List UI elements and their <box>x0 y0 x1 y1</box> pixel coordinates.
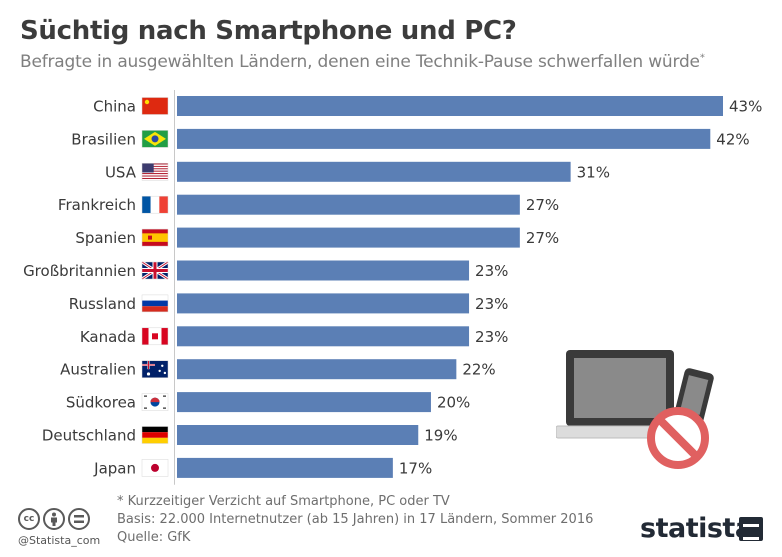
flag-germany-icon <box>141 426 169 444</box>
flag-brazil-icon <box>141 130 169 148</box>
flag-australia-icon <box>141 360 169 378</box>
bar <box>177 227 520 248</box>
flag-south-korea-icon <box>141 393 169 411</box>
laptop-screen <box>574 358 666 418</box>
value-label: 43% <box>729 98 762 116</box>
category-label: USA <box>105 163 137 181</box>
equals-icon <box>74 515 84 523</box>
chart-title: Süchtig nach Smartphone und PC? <box>20 16 517 46</box>
bar <box>177 161 571 182</box>
flag-china-icon <box>141 97 169 115</box>
bar-chart: China 43% Brasilien 42% USA 31% Frankreich 27% S… <box>23 90 762 485</box>
bar <box>177 293 470 314</box>
statista-handle[interactable]: @Statista_com <box>18 534 101 547</box>
bar <box>177 326 470 347</box>
category-label: Südkorea <box>66 394 136 412</box>
bar <box>177 194 520 215</box>
category-label: China <box>93 98 136 116</box>
statista-logo-icon <box>739 517 763 541</box>
statista-logo-text: statista <box>640 513 753 544</box>
flag-france-icon <box>141 195 169 214</box>
category-label: Großbritannien <box>23 262 136 280</box>
flag-canada-icon <box>141 327 169 346</box>
value-label: 23% <box>475 262 508 280</box>
phone-screen <box>680 375 709 415</box>
no-derivatives-icon <box>68 508 90 530</box>
category-label: Deutschland <box>42 427 136 445</box>
creative-commons-icons: cc <box>18 508 90 530</box>
value-label: 20% <box>437 394 470 412</box>
category-label: Australien <box>60 361 136 379</box>
value-label: 27% <box>526 196 559 214</box>
bar <box>177 128 711 149</box>
category-label: Japan <box>93 459 136 477</box>
subtitle-text: Befragte in ausgewählten Ländern, denen … <box>20 52 700 72</box>
footnote: * Kurzzeitiger Verzicht auf Smartphone, … <box>117 494 450 509</box>
chart-notes: * Kurzzeitiger Verzicht auf Smartphone, … <box>117 493 593 547</box>
category-label: Spanien <box>75 229 136 247</box>
subtitle-footnote-mark: * <box>699 52 705 64</box>
bar <box>177 260 470 281</box>
bar <box>177 425 419 445</box>
flag-uk-icon <box>141 260 169 281</box>
attribution-icon <box>43 508 65 530</box>
value-label: 17% <box>399 459 432 477</box>
category-label: Frankreich <box>58 196 136 214</box>
bar <box>177 96 723 116</box>
cc-icon: cc <box>18 508 40 530</box>
value-label: 27% <box>526 229 559 247</box>
flag-usa-icon <box>141 163 169 181</box>
value-label: 42% <box>716 130 749 148</box>
source-note: Quelle: GfK <box>117 530 191 545</box>
bar <box>177 359 457 380</box>
prohibited-slash <box>657 417 699 459</box>
flag-spain-icon <box>141 228 169 247</box>
value-label: 23% <box>475 328 508 346</box>
value-label: 23% <box>475 295 508 313</box>
laptop-phone-prohibited-icon <box>556 350 714 469</box>
basis-note: Basis: 22.000 Internetnutzer (ab 15 Jahr… <box>117 512 594 527</box>
bar <box>177 392 431 413</box>
person-icon <box>51 512 57 526</box>
value-label: 22% <box>462 361 495 379</box>
category-label: Kanada <box>80 328 136 346</box>
value-label: 19% <box>424 427 457 445</box>
flag-russia-icon <box>141 294 169 313</box>
chart-subtitle: Befragte in ausgewählten Ländern, denen … <box>20 52 705 72</box>
flag-japan-icon <box>141 459 169 477</box>
category-label: Russland <box>69 295 136 313</box>
value-label: 31% <box>577 163 610 181</box>
category-label: Brasilien <box>71 130 136 148</box>
bar <box>177 457 393 478</box>
